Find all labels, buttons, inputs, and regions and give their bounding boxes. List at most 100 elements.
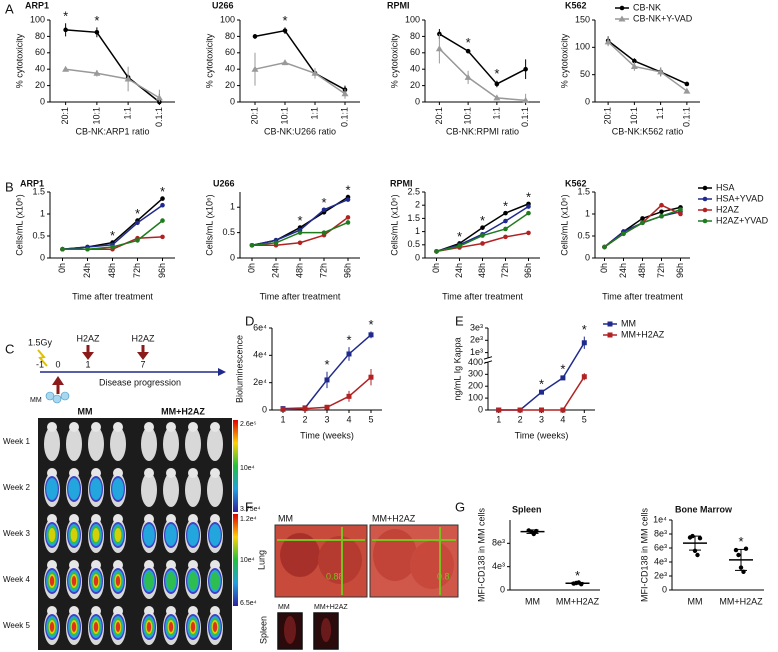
y-tick-label: 60	[35, 47, 45, 57]
week-label: Week 3	[3, 529, 31, 538]
y-tick-label: 100	[575, 42, 590, 52]
y-tick-label: 60	[410, 47, 420, 57]
legend-label: MM	[621, 318, 636, 328]
y-tick-label: 80	[35, 31, 45, 41]
day-label: 0	[55, 359, 60, 369]
x-axis-label: Time (weeks)	[300, 430, 354, 440]
dose-label: 1.5Gy	[28, 337, 53, 347]
signal	[48, 528, 56, 542]
y-tick-label: 80	[225, 31, 235, 41]
mouse-head	[210, 422, 220, 432]
y-tick-label: 6e³	[654, 542, 667, 552]
x-tick-label: 72h	[132, 263, 142, 278]
mouse-head	[210, 468, 220, 478]
y-axis-label: % cytotoxicity	[14, 33, 24, 88]
y-tick-label: 400	[468, 357, 483, 367]
y-tick-label: 40	[410, 64, 420, 74]
series-line	[254, 29, 346, 91]
mouse-head	[188, 468, 198, 478]
significance-mark: *	[503, 199, 508, 214]
y-tick-label: 40	[225, 64, 235, 74]
signal	[188, 572, 198, 590]
scale-label: 10e⁴	[240, 465, 255, 472]
x-tick-label: 10:1	[629, 107, 639, 125]
mouse-head	[210, 560, 220, 570]
data-point	[282, 28, 288, 33]
data-point	[503, 226, 508, 232]
data-point	[517, 407, 523, 413]
signal	[71, 622, 77, 632]
significance-mark: *	[582, 322, 587, 337]
data-point	[659, 202, 664, 208]
y-axis-label: Bioluminescence	[234, 335, 244, 403]
mouse-head	[47, 422, 57, 432]
x-tick-label: 24h	[82, 263, 92, 278]
y-tick-label: 0	[415, 252, 420, 262]
y-tick-label: 2e³	[470, 335, 483, 345]
mouse	[141, 427, 157, 461]
legend-label: HSA	[716, 182, 735, 192]
chart-title: Spleen	[512, 504, 542, 514]
cell-icon	[52, 394, 62, 404]
chart-title: U266	[212, 0, 234, 10]
progression-label: Disease progression	[99, 377, 181, 387]
legend-marker	[702, 218, 708, 224]
signal	[92, 528, 100, 542]
x-tick-label: 0h	[246, 263, 256, 273]
y-tick-label: 6e⁴	[253, 322, 267, 332]
mouse-head	[113, 514, 123, 524]
series-line	[604, 208, 681, 248]
y-tick-label: 100	[30, 14, 45, 24]
data-point	[526, 230, 531, 236]
x-axis-label: CB-NK:U266 ratio	[264, 126, 336, 136]
data-point	[464, 73, 472, 80]
data-point	[539, 407, 544, 413]
y-tick-label: 0.5	[577, 230, 590, 240]
series-line	[604, 204, 681, 248]
y-tick-label: 2	[415, 200, 420, 210]
signal	[143, 524, 155, 546]
legend-marker	[607, 321, 613, 327]
signal	[71, 576, 77, 586]
x-axis-label: Time (weeks)	[515, 430, 569, 440]
mouse	[66, 427, 82, 461]
axis-break	[483, 356, 493, 360]
y-tick-label: 1	[415, 226, 420, 236]
y-tick-label: 4e³	[492, 561, 505, 571]
signal	[93, 622, 99, 632]
x-tick-label: 4	[560, 414, 565, 424]
group-header: MM+H2AZ	[161, 406, 205, 416]
data-point	[160, 202, 165, 208]
irradiation-icon	[37, 349, 48, 367]
data-point	[160, 218, 165, 223]
y-tick-label: 2.5	[407, 186, 420, 196]
x-tick-label: 10:1	[279, 107, 289, 125]
signal	[46, 478, 58, 500]
series-line	[438, 33, 526, 85]
signal	[49, 622, 55, 632]
data-point	[683, 87, 691, 94]
panel-label: C	[5, 341, 14, 356]
mouse-head	[144, 468, 154, 478]
data-point	[640, 220, 645, 226]
data-point	[621, 231, 626, 237]
data-point	[630, 62, 638, 69]
x-tick-label: 72h	[500, 263, 510, 278]
signal	[146, 622, 152, 632]
week-label: Week 4	[3, 575, 31, 584]
data-point	[160, 234, 165, 240]
data-point	[249, 243, 255, 248]
data-point	[494, 81, 500, 87]
panel-label: D	[245, 313, 254, 328]
x-tick-label: 1	[496, 414, 501, 424]
mouse-head	[166, 606, 176, 616]
data-point	[155, 94, 163, 101]
y-axis-label: Cells/mL (x10⁶)	[14, 194, 24, 255]
y-tick-label: 1e⁴	[653, 514, 667, 524]
x-tick-label: 24h	[454, 263, 464, 278]
mouse-head	[166, 560, 176, 570]
y-tick-label: 200	[468, 381, 483, 391]
data-point	[457, 243, 462, 249]
mouse	[207, 427, 223, 461]
treatment-label: H2AZ	[76, 333, 100, 343]
